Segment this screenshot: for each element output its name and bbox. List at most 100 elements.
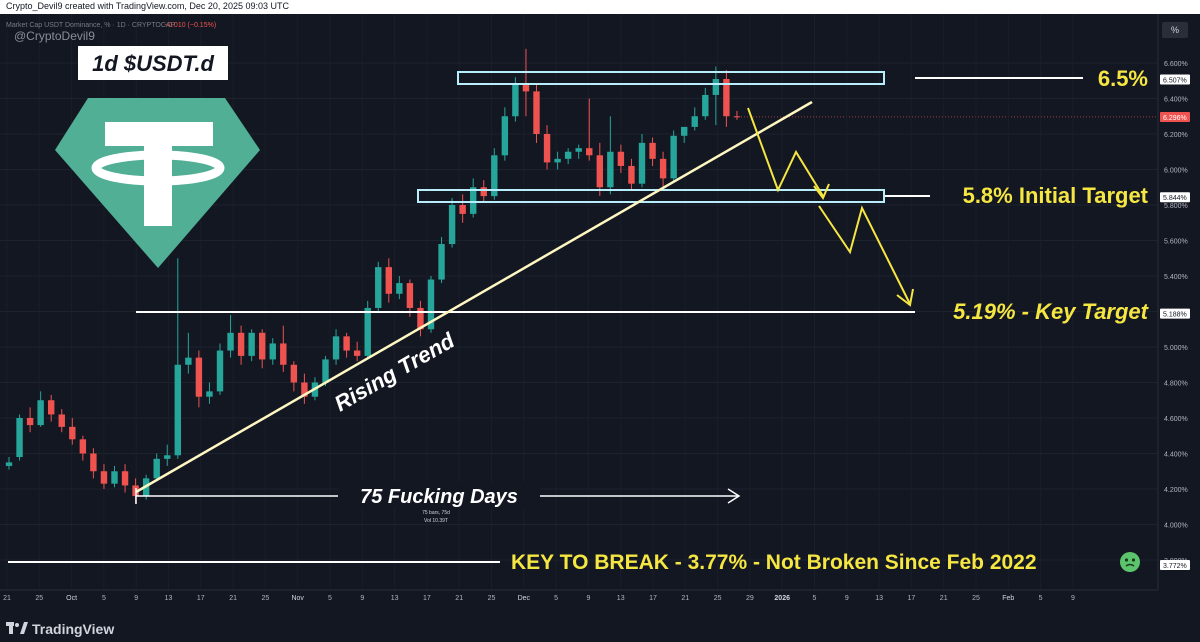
x-tick-label: 25 <box>488 595 496 602</box>
candle-body <box>512 84 519 117</box>
candle-body <box>100 471 108 484</box>
x-tick-label: 13 <box>391 595 399 602</box>
price-tag <box>1160 74 1190 85</box>
span-arrowhead-icon <box>727 488 741 504</box>
candle-body <box>712 78 720 95</box>
x-tick-label: 21 <box>940 595 948 602</box>
candle-body <box>617 151 625 166</box>
x-tick-label: 5 <box>102 595 106 602</box>
candle-body <box>5 462 13 466</box>
resistance-box <box>457 71 885 85</box>
y-tick-label: 4.400% <box>1164 452 1188 459</box>
tradingview-logo-icon <box>6 622 28 634</box>
x-tick-label: 21 <box>455 595 463 602</box>
price-tag-label: 5.188% <box>1163 312 1187 319</box>
candle-body <box>628 165 635 184</box>
candle-body <box>723 78 730 117</box>
x-tick-label: Dec <box>518 595 531 602</box>
candle-body <box>533 91 540 134</box>
candle-body <box>216 350 224 392</box>
candle-body <box>733 116 741 118</box>
x-tick-label: 5 <box>554 595 558 602</box>
x-tick-label: 9 <box>360 595 364 602</box>
candle-body <box>491 155 498 197</box>
span-label: 75 Fucking Days <box>360 486 518 508</box>
candle-body <box>607 151 614 188</box>
candle-body <box>417 307 424 330</box>
y-tick-label: 4.800% <box>1164 381 1188 388</box>
y-tick-label: 5.400% <box>1164 274 1188 281</box>
candle-body <box>564 151 572 159</box>
candle-body <box>174 364 181 456</box>
candle-body <box>396 283 403 294</box>
label-5-19: 5.19% - Key Target <box>953 299 1149 324</box>
label-3-77: KEY TO BREAK - 3.77% - Not Broken Since … <box>511 551 1037 574</box>
symbol-line: Market Cap USDT Dominance, % · 1D · CRYP… <box>6 22 176 29</box>
candle-body <box>58 414 65 427</box>
annotations: Rising Trend 75 Fucking Days 75 bars, 75… <box>8 66 1150 574</box>
candle-body <box>259 332 266 360</box>
candle-body <box>501 116 509 156</box>
y-tick-label: 6.200% <box>1164 132 1188 139</box>
candle-body <box>185 357 192 365</box>
price-tag-label: 6.507% <box>1163 78 1187 85</box>
candle-body <box>406 283 414 308</box>
x-tick-label: Oct <box>66 595 77 602</box>
candle-body <box>543 134 551 163</box>
candle-body <box>290 364 298 383</box>
x-tick-label: 13 <box>617 595 625 602</box>
candle-body <box>596 155 603 188</box>
candle-body <box>659 158 667 179</box>
x-tick-label: Feb <box>1002 595 1014 602</box>
candle-body <box>37 400 44 426</box>
span-label-bg <box>338 482 540 508</box>
candle-body <box>164 455 171 459</box>
candle-body <box>16 418 23 458</box>
y-tick-label: 6.000% <box>1164 168 1188 175</box>
scale-percent-button[interactable]: % <box>1162 22 1188 38</box>
candle-body <box>575 148 582 152</box>
watermark: @CryptoDevil9 <box>14 29 95 43</box>
projection-arrow-2-icon <box>896 288 914 307</box>
candle-body <box>79 439 87 454</box>
x-axis: 21 25 Oct 5 9 13 17 21 25 Nov 5 9 13 17 21 25 Dec 5 9 13 17 2… <box>0 589 1158 602</box>
candle-body <box>343 336 350 351</box>
y-tick-label: 4.600% <box>1164 416 1188 423</box>
candle-body <box>26 418 34 426</box>
candle-body <box>670 135 677 179</box>
x-tick-label: 9 <box>134 595 138 602</box>
x-tick-label: 5 <box>1039 595 1043 602</box>
created-by-text: Crypto_Devil9 created with TradingView.c… <box>6 1 289 11</box>
price-tag-label: 6.296% <box>1163 115 1187 122</box>
label-5-8: 5.8% Initial Target <box>963 183 1149 208</box>
candle-body <box>322 359 329 383</box>
candle-body <box>69 426 76 440</box>
x-tick-label: 25 <box>714 595 722 602</box>
candle-body <box>702 94 709 117</box>
candle-body <box>248 332 255 356</box>
price-tag <box>1160 111 1190 122</box>
candle-body <box>48 400 55 415</box>
candle-body <box>385 267 392 294</box>
projection-path <box>747 107 911 305</box>
candle-body <box>111 471 118 484</box>
x-tick-label: 5 <box>813 595 817 602</box>
x-tick-label: 25 <box>972 595 980 602</box>
price-tag <box>1160 308 1190 319</box>
candle-body <box>459 205 466 214</box>
candle-body <box>237 332 245 356</box>
candle-body <box>448 205 456 245</box>
projection-arrow-1-icon <box>813 183 830 200</box>
price-tag-label: 3.772% <box>1163 563 1187 570</box>
support-box <box>417 189 885 203</box>
candle-body <box>691 116 698 127</box>
candle-body <box>364 307 371 356</box>
y-axis: 6.600% 6.400% 6.200% 6.000% 5.800% 5.600% 5.40… <box>1157 14 1190 590</box>
candle-body <box>206 391 213 397</box>
candle-body <box>470 187 477 214</box>
candle-body <box>353 350 361 356</box>
tradingview-brand: TradingView <box>32 621 115 637</box>
span-small-1: 75 bars, 75d <box>422 510 450 516</box>
sick-face-icon <box>1120 552 1140 572</box>
